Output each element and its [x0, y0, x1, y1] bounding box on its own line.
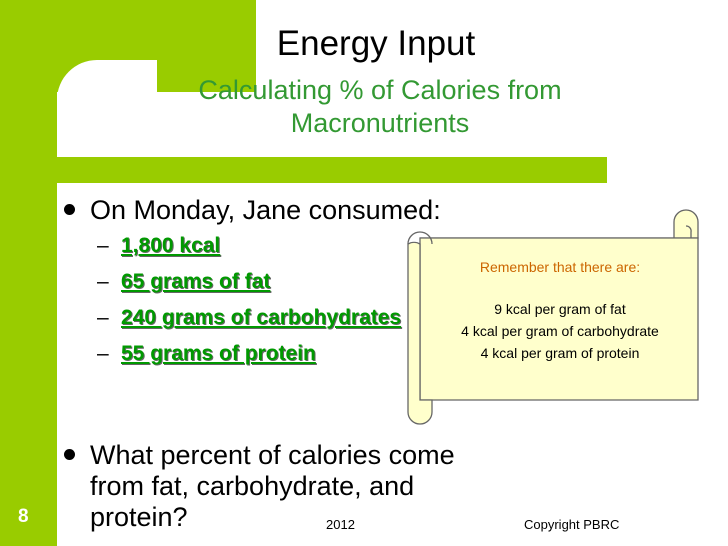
title-divider-bar: [0, 157, 607, 183]
scroll-line-fat: 9 kcal per gram of fat: [494, 301, 626, 317]
subtitle-line-2: Macronutrients: [290, 108, 470, 138]
list-item: –240 grams of carbohydrates: [97, 306, 401, 330]
slide-title: Energy Input: [276, 24, 476, 63]
page-number: 8: [18, 506, 29, 527]
dash-icon: –: [97, 306, 109, 329]
question-line-2: from fat, carbohydrate, and: [90, 471, 415, 501]
bullet-dot-icon: [64, 449, 75, 460]
bullet-dot-icon: [64, 204, 75, 215]
sub-item-text: 65 grams of fat: [121, 270, 271, 293]
sub-item-text: 55 grams of protein: [121, 342, 316, 365]
question-line-3: protein?: [90, 502, 188, 532]
top-white-corner: [57, 60, 157, 140]
scroll-callout: [407, 209, 699, 425]
footer-copyright: Copyright PBRC: [524, 517, 620, 532]
question-line-1: What percent of calories come: [90, 440, 455, 470]
footer-year: 2012: [326, 517, 355, 532]
list-item: –1,800 kcal: [97, 234, 220, 258]
list-item: –55 grams of protein: [97, 342, 316, 366]
dash-icon: –: [97, 234, 109, 257]
bullet-jane-consumed: On Monday, Jane consumed:: [90, 195, 441, 225]
list-item: –65 grams of fat: [97, 270, 270, 294]
scroll-remember-text: Remember that there are:: [479, 259, 641, 275]
scroll-line-protein: 4 kcal per gram of protein: [480, 345, 640, 361]
dash-icon: –: [97, 270, 109, 293]
sub-item-text: 240 grams of carbohydrates: [121, 306, 402, 329]
scroll-line-carbohydrate: 4 kcal per gram of carbohydrate: [461, 323, 659, 339]
subtitle-line-1: Calculating % of Calories from: [198, 75, 562, 105]
left-accent-bar: [0, 0, 57, 546]
slide-subtitle: Calculating % of Calories from Macronutr…: [150, 74, 610, 140]
bullet-question: What percent of calories come from fat, …: [90, 440, 455, 533]
sub-item-text: 1,800 kcal: [121, 234, 221, 257]
dash-icon: –: [97, 342, 109, 365]
